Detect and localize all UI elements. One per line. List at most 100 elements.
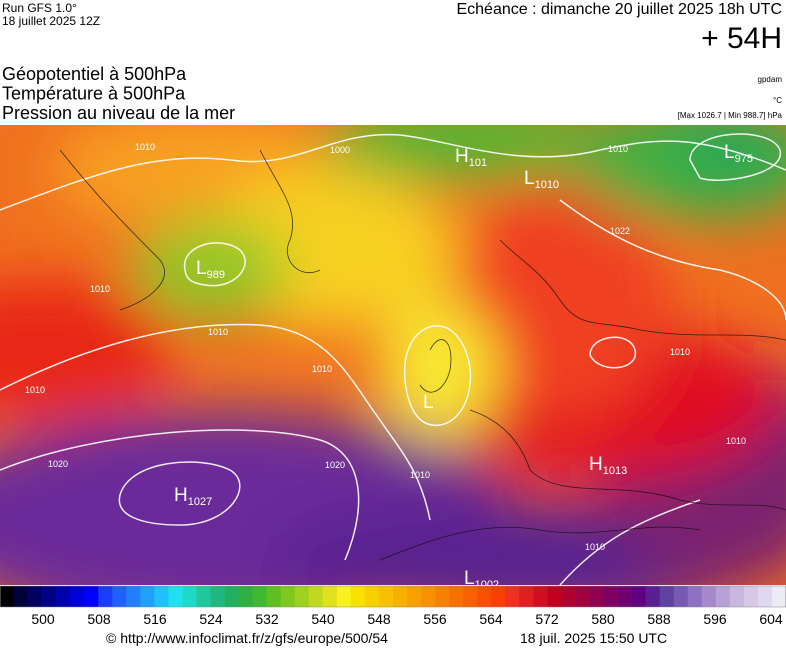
- isobar-label: 1010: [608, 144, 628, 154]
- isobar-label: 1010: [585, 542, 605, 552]
- map-title: Pression au niveau de la mer: [2, 103, 235, 123]
- map-field: [0, 125, 786, 585]
- colorbar-swatch: [743, 586, 759, 607]
- colorbar-swatch: [308, 586, 324, 607]
- colorbar-swatch: [28, 586, 43, 607]
- colorbar-swatch: [561, 586, 576, 607]
- isobar-label: 1010: [90, 284, 110, 294]
- colorbar-swatch: [533, 586, 548, 607]
- colorbar-swatch: [393, 586, 408, 607]
- pressure-center: H1013: [589, 454, 627, 477]
- colorbar-swatch: [56, 586, 71, 607]
- pressure-center: L: [423, 392, 434, 413]
- colorbar-swatch: [280, 586, 296, 607]
- colorbar-swatch: [126, 586, 141, 607]
- colorbar-label: 596: [703, 611, 727, 627]
- colorbar-swatch: [757, 586, 773, 607]
- echeance: Echéance : dimanche 20 juillet 2025 18h …: [456, 1, 782, 18]
- footer-url: © http://www.infoclimat.fr/z/gfs/europe/…: [106, 630, 388, 646]
- colorbar-swatch: [771, 586, 786, 607]
- center-value: 1010: [535, 179, 559, 191]
- isobar-label: 1020: [325, 460, 345, 470]
- colorbar-swatch: [491, 586, 506, 607]
- colorbar-label: 588: [647, 611, 671, 627]
- isobar-label: 1022: [610, 226, 630, 236]
- isobar-label: 1010: [410, 470, 430, 480]
- center-letter: L: [423, 392, 434, 413]
- unit-temperature: °C: [773, 96, 782, 105]
- colorbar-label: 516: [143, 611, 167, 627]
- colorbar-label: 540: [311, 611, 335, 627]
- colorbar-swatch: [252, 586, 267, 607]
- run-date: 18 juillet 2025 12Z: [2, 14, 100, 28]
- colorbar-swatch: [0, 586, 15, 607]
- pressure-center: L1010: [524, 168, 559, 191]
- colorbar-swatch: [617, 586, 632, 607]
- isobar-label: 1010: [208, 327, 228, 337]
- run-label: Run GFS 1.0°: [2, 1, 77, 15]
- colorbar-label: 500: [31, 611, 55, 627]
- footer-timestamp: 18 juil. 2025 15:50 UTC: [520, 630, 667, 646]
- isobar-label: 1010: [726, 436, 746, 446]
- isobar-label: 1010: [312, 364, 332, 374]
- colorbar-swatch: [631, 586, 646, 607]
- pressure-center: H101: [455, 146, 487, 169]
- colorbar-swatch: [336, 586, 352, 607]
- colorbar-swatch: [519, 586, 534, 607]
- colorbar-swatch: [449, 586, 464, 607]
- colorbar-swatch: [589, 586, 604, 607]
- colorbar-swatch: [350, 586, 366, 607]
- colorbar-swatch: [210, 586, 225, 607]
- center-letter: L: [196, 258, 207, 279]
- colorbar-swatch: [645, 586, 660, 607]
- pressure-center: L989: [196, 258, 225, 281]
- colorbar-label: 556: [423, 611, 447, 627]
- map-title: Température à 500hPa: [2, 84, 186, 104]
- colorbar-swatch: [687, 586, 703, 607]
- colorbar-swatch: [294, 586, 310, 607]
- colorbar-swatch: [435, 586, 450, 607]
- colorbar-label: 532: [255, 611, 279, 627]
- center-value: 975: [735, 153, 753, 165]
- colorbar-swatch: [421, 586, 436, 607]
- center-letter: L: [724, 142, 735, 163]
- center-letter: L: [524, 168, 535, 189]
- colorbar-swatch: [547, 586, 562, 607]
- center-value: 1027: [188, 496, 212, 508]
- center-value: 101: [469, 157, 487, 169]
- isobar-label: 1000: [330, 145, 350, 155]
- colorbar-label: 604: [759, 611, 783, 627]
- colorbar-swatch: [42, 586, 57, 607]
- colorbar-label: 508: [87, 611, 111, 627]
- isobar-label: 1010: [25, 385, 45, 395]
- center-value: 989: [207, 269, 225, 281]
- map-title: Géopotentiel à 500hPa: [2, 64, 187, 84]
- center-value: 1013: [603, 465, 627, 477]
- colorbar-swatch: [224, 586, 239, 607]
- colorbar-label: 572: [535, 611, 559, 627]
- colorbar-swatch: [575, 586, 590, 607]
- center-letter: L: [464, 568, 475, 589]
- colorbar-swatch: [168, 586, 183, 607]
- colorbar-swatch: [505, 586, 520, 607]
- colorbar-swatch: [364, 586, 380, 607]
- colorbar-swatch: [182, 586, 197, 607]
- colorbar-swatch: [407, 586, 422, 607]
- center-letter: H: [589, 454, 603, 475]
- colorbar-swatch: [322, 586, 338, 607]
- colorbar-swatch: [378, 586, 394, 607]
- colorbar-swatch: [154, 586, 169, 607]
- isobar-label: 1020: [48, 459, 68, 469]
- colorbar-label: 524: [199, 611, 223, 627]
- colorbar-swatch: [477, 586, 492, 607]
- lead-time: + 54H: [701, 22, 782, 55]
- pressure-center: L975: [724, 142, 753, 165]
- colorbar-swatch: [673, 586, 689, 607]
- colorbar-swatch: [70, 586, 85, 607]
- colorbar-swatch: [659, 586, 675, 607]
- isobar-label: 1010: [670, 347, 690, 357]
- colorbar-swatch: [84, 586, 99, 607]
- center-letter: H: [174, 485, 188, 506]
